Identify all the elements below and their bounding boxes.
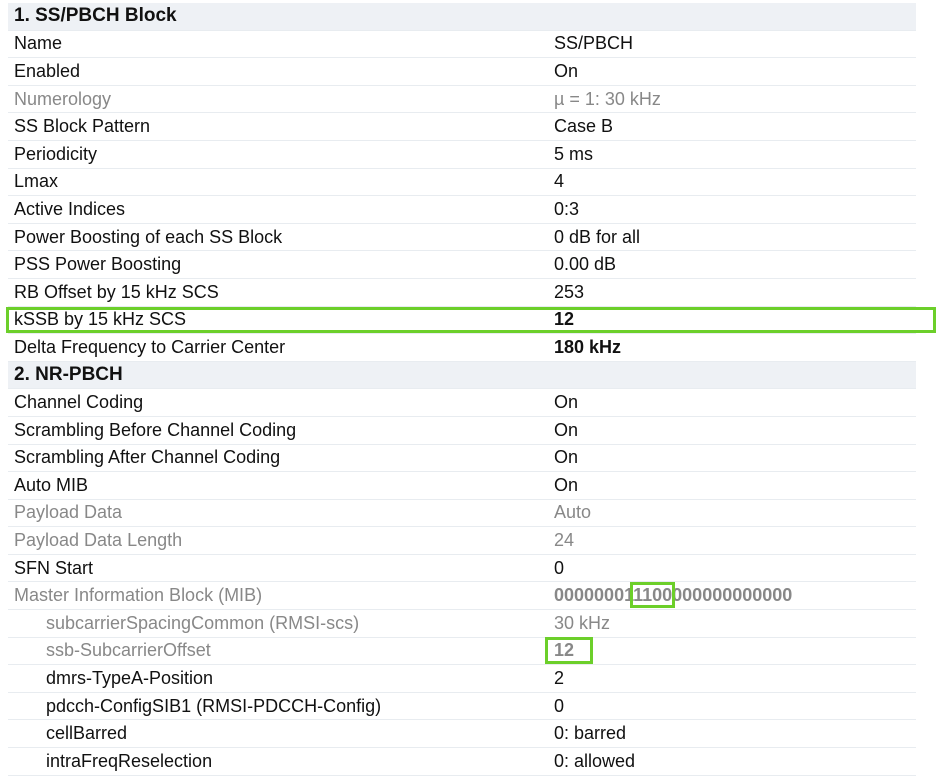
highlight-box (6, 306, 936, 333)
mib-highlighted-bits: 1100 (630, 582, 676, 609)
property-name: Periodicity (14, 143, 98, 164)
property-row[interactable]: RB Offset by 15 kHz SCS 253 (8, 279, 916, 307)
property-name: Enabled (14, 60, 81, 81)
property-value[interactable]: 0 dB for all (554, 226, 641, 247)
property-value[interactable]: 0 (554, 557, 565, 578)
property-name: ssb-SubcarrierOffset (46, 640, 211, 661)
property-row[interactable]: Channel Coding On (8, 389, 916, 417)
property-value[interactable]: SS/PBCH (554, 33, 634, 54)
property-name: Auto MIB (14, 474, 89, 495)
property-row[interactable]: Auto MIB On (8, 472, 916, 500)
property-name: pdcch-ConfigSIB1 (RMSI-PDCCH-Config) (46, 695, 382, 716)
property-row[interactable]: intraFreqReselection 0: allowed (8, 748, 916, 776)
property-value[interactable]: On (554, 474, 579, 495)
property-name: SFN Start (14, 557, 94, 578)
property-value[interactable]: µ = 1: 30 kHz (554, 88, 661, 109)
property-value[interactable]: On (554, 447, 579, 468)
property-row[interactable]: Payload Data Auto (8, 500, 916, 528)
property-row[interactable]: Scrambling After Channel Coding On (8, 445, 916, 473)
property-value[interactable]: Auto (554, 502, 592, 523)
property-name: Payload Data (14, 502, 123, 523)
properties-table: 1. SS/PBCH Block Name SS/PBCH Enabled On Nume… (6, 3, 936, 776)
property-row[interactable]: Name SS/PBCH (8, 31, 916, 59)
property-name: Payload Data Length (14, 530, 183, 551)
property-value[interactable]: 0 (554, 695, 565, 716)
property-name: kSSB by 15 kHz SCS (14, 309, 187, 330)
mib-bits: 00000001 (554, 585, 634, 606)
property-name: Master Information Block (MIB) (14, 585, 263, 606)
property-value[interactable]: 4 (554, 171, 565, 192)
mib-bits: 000000000000 (672, 585, 793, 606)
section-header[interactable]: 1. SS/PBCH Block (8, 3, 916, 31)
property-value[interactable]: 253 (554, 281, 585, 302)
property-name: Delta Frequency to Carrier Center (14, 336, 286, 357)
property-name: subcarrierSpacingCommon (RMSI-scs) (46, 612, 360, 633)
property-value[interactable]: 0: barred (554, 723, 627, 744)
property-value[interactable]: 180 kHz (554, 336, 622, 357)
property-row[interactable]: SS Block Pattern Case B (8, 113, 916, 141)
property-value[interactable]: 12 (554, 309, 575, 330)
property-value[interactable]: On (554, 60, 579, 81)
property-name: cellBarred (46, 723, 128, 744)
property-value[interactable]: 0.00 dB (554, 254, 617, 275)
property-row[interactable]: dmrs-TypeA-Position 2 (8, 665, 916, 693)
property-row[interactable]: Enabled On (8, 58, 916, 86)
property-name: Active Indices (14, 198, 126, 219)
property-row[interactable]: Active Indices 0:3 (8, 196, 916, 224)
property-row[interactable]: Periodicity 5 ms (8, 141, 916, 169)
property-name: Name (14, 33, 63, 54)
property-row[interactable]: PSS Power Boosting 0.00 dB (8, 251, 916, 279)
property-name: Power Boosting of each SS Block (14, 226, 283, 247)
property-row[interactable]: subcarrierSpacingCommon (RMSI-scs) 30 kHz (8, 610, 916, 638)
property-row[interactable]: Power Boosting of each SS Block 0 dB for … (8, 224, 916, 252)
property-name: Scrambling After Channel Coding (14, 447, 281, 468)
property-name: Numerology (14, 88, 112, 109)
property-row[interactable]: kSSB by 15 kHz SCS 12 (6, 306, 936, 335)
property-name: Channel Coding (14, 392, 144, 413)
property-value[interactable]: 0: allowed (554, 750, 636, 771)
property-value[interactable]: On (554, 392, 579, 413)
property-value[interactable]: 2 (554, 668, 565, 689)
property-name: RB Offset by 15 kHz SCS (14, 281, 219, 302)
property-name: dmrs-TypeA-Position (46, 668, 214, 689)
property-name: SS Block Pattern (14, 116, 151, 137)
property-name: intraFreqReselection (46, 750, 213, 771)
property-row[interactable]: Numerology µ = 1: 30 kHz (8, 86, 916, 114)
property-row[interactable]: Payload Data Length 24 (8, 527, 916, 555)
property-value[interactable]: 5 ms (554, 143, 594, 164)
property-value[interactable]: 24 (554, 530, 575, 551)
property-name: Lmax (14, 171, 59, 192)
property-value[interactable]: 0:3 (554, 198, 580, 219)
property-row[interactable]: SFN Start 0 (8, 555, 916, 583)
section-header[interactable]: 2. NR-PBCH (8, 361, 916, 390)
property-value[interactable]: 30 kHz (554, 612, 611, 633)
property-row[interactable]: Master Information Block (MIB) 0000000111… (8, 582, 916, 611)
property-value[interactable]: 12 (544, 637, 594, 665)
property-value[interactable]: On (554, 419, 579, 440)
property-value[interactable]: 000000011100000000000000 (548, 582, 793, 609)
property-row[interactable]: pdcch-ConfigSIB1 (RMSI-PDCCH-Config) 0 (8, 693, 916, 721)
property-row[interactable]: ssb-SubcarrierOffset 12 (8, 637, 916, 666)
property-name: PSS Power Boosting (14, 254, 182, 275)
property-row[interactable]: cellBarred 0: barred (8, 720, 916, 749)
property-row[interactable]: Delta Frequency to Carrier Center 180 kHz (8, 334, 916, 362)
property-row[interactable]: Lmax 4 (8, 169, 916, 197)
property-value[interactable]: Case B (554, 116, 614, 137)
property-row[interactable]: Scrambling Before Channel Coding On (8, 417, 916, 445)
property-name: Scrambling Before Channel Coding (14, 419, 297, 440)
